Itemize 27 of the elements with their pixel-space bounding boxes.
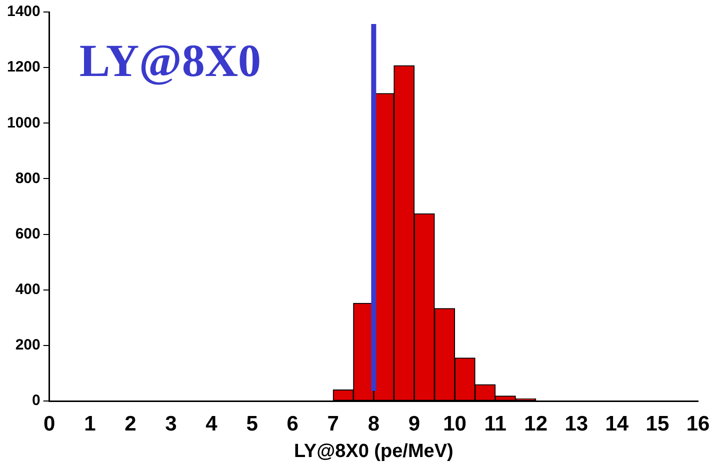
y-tick-label: 1200 [6,58,40,76]
y-tick-label: 400 [15,281,40,298]
annotation: LY@8X0 [79,35,262,86]
x-tick-label: 15 [646,412,670,436]
x-tick-label: 5 [246,412,258,436]
x-tick-label: 3 [165,412,177,436]
x-tick-label: 1 [84,412,96,436]
x-tick-label: 11 [484,412,507,436]
x-axis-title: LY@8X0 (pe/MeV) [294,440,454,462]
x-tick-label: 12 [524,412,548,436]
x-tick-label: 0 [44,412,56,436]
x-tick-label: 10 [443,412,466,436]
y-tick-label: 200 [15,336,40,354]
x-tick-label: 7 [327,412,339,436]
x-tick-label: 13 [564,412,588,436]
x-tick-label: 6 [286,412,298,436]
y-tick-label: 600 [15,225,40,242]
y-tick-label: 0 [32,392,40,410]
y-tick-label: 1400 [6,3,40,20]
x-tick-label: 8 [368,412,380,436]
y-tick-label: 1000 [6,114,40,132]
y-tick-label: 800 [15,170,40,187]
x-tick-label: 14 [605,412,629,436]
x-tick-label: 16 [686,412,710,436]
x-tick-label: 2 [124,412,136,436]
x-tick-label: 4 [206,412,218,436]
x-tick-label: 9 [408,412,420,436]
